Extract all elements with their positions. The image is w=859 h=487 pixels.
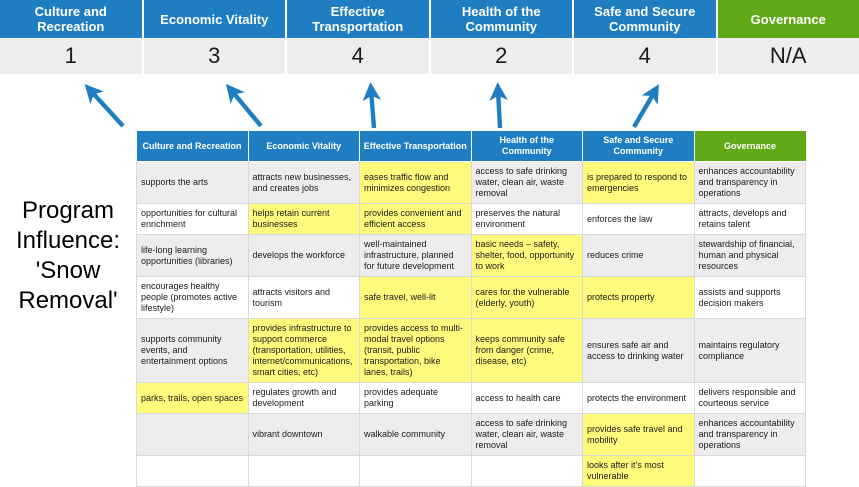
arrow-to-culture-and-recreation: [90, 90, 123, 126]
arrow-to-effective-transportation: [371, 90, 374, 128]
matrix-cell[interactable]: access to safe drinking water, clean air…: [471, 162, 583, 204]
matrix-cell[interactable]: supports the arts: [137, 162, 249, 204]
matrix-cell[interactable]: assists and supports decision makers: [694, 277, 806, 319]
scorecard-value-economic-vitality: 3: [144, 38, 288, 74]
scorecard-value-safe-and-secure-community: 4: [574, 38, 718, 74]
matrix-cell[interactable]: [471, 456, 583, 487]
matrix-cell[interactable]: [137, 414, 249, 456]
arrow-to-safe-and-secure-community: [634, 91, 655, 127]
matrix-cell[interactable]: provides convenient and efficient access: [360, 204, 472, 235]
matrix-cell[interactable]: ensures safe air and access to drinking …: [583, 319, 695, 383]
matrix-cell[interactable]: [137, 456, 249, 487]
matrix-cell[interactable]: walkable community: [360, 414, 472, 456]
matrix-cell[interactable]: safe travel, well-lit: [360, 277, 472, 319]
matrix-cell[interactable]: access to safe drinking water, clean air…: [471, 414, 583, 456]
matrix-cell[interactable]: [248, 456, 360, 487]
scorecard-value-health-of-the-community: 2: [431, 38, 575, 74]
matrix-cell[interactable]: looks after it's most vulnerable: [583, 456, 695, 487]
arrow-to-health-of-the-community: [498, 90, 500, 128]
matrix-cell[interactable]: protects property: [583, 277, 695, 319]
matrix-cell[interactable]: is prepared to respond to emergencies: [583, 162, 695, 204]
matrix-header-economic-vitality[interactable]: Economic Vitality: [248, 131, 360, 162]
scorecard-header-economic-vitality[interactable]: Economic Vitality: [144, 0, 288, 38]
matrix-header-safe-and-secure-community[interactable]: Safe and Secure Community: [583, 131, 695, 162]
table-row: supports community events, and entertain…: [137, 319, 806, 383]
matrix-cell[interactable]: basic needs – safety, shelter, food, opp…: [471, 235, 583, 277]
matrix-cell[interactable]: regulates growth and development: [248, 383, 360, 414]
matrix-cell[interactable]: attracts, develops and retains talent: [694, 204, 806, 235]
matrix-header-effective-transportation[interactable]: Effective Transportation: [360, 131, 472, 162]
matrix-cell[interactable]: provides access to multi-modal travel op…: [360, 319, 472, 383]
matrix-cell[interactable]: develops the workforce: [248, 235, 360, 277]
matrix-cell[interactable]: supports community events, and entertain…: [137, 319, 249, 383]
matrix-cell[interactable]: helps retain current businesses: [248, 204, 360, 235]
matrix-cell[interactable]: enhances accountability and transparency…: [694, 414, 806, 456]
scorecard-header-health-of-the-community[interactable]: Health of the Community: [431, 0, 575, 38]
matrix-cell[interactable]: [360, 456, 472, 487]
table-row: encourages healthy people (promotes acti…: [137, 277, 806, 319]
matrix-cell[interactable]: provides infrastructure to support comme…: [248, 319, 360, 383]
scorecard-value-governance: N/A: [718, 38, 859, 74]
matrix-cell[interactable]: stewardship of financial, human and phys…: [694, 235, 806, 277]
scorecard-value-culture-and-recreation: 1: [0, 38, 144, 74]
matrix-cell[interactable]: protects the environment: [583, 383, 695, 414]
matrix-header-governance[interactable]: Governance: [694, 131, 806, 162]
scorecard-strip: Culture and Recreation Economic Vitality…: [0, 0, 859, 76]
matrix-header-row: Culture and Recreation Economic Vitality…: [137, 131, 806, 162]
matrix-cell[interactable]: cares for the vulnerable (elderly, youth…: [471, 277, 583, 319]
table-row: looks after it's most vulnerable: [137, 456, 806, 487]
matrix-cell[interactable]: access to health care: [471, 383, 583, 414]
scorecard-header-safe-and-secure-community[interactable]: Safe and Secure Community: [574, 0, 718, 38]
scorecard-header-governance[interactable]: Governance: [718, 0, 859, 38]
matrix-cell[interactable]: attracts new businesses, and creates job…: [248, 162, 360, 204]
matrix-cell[interactable]: preserves the natural environment: [471, 204, 583, 235]
arrow-connector-layer: [0, 76, 859, 132]
scorecard-header-culture-and-recreation[interactable]: Culture and Recreation: [0, 0, 144, 38]
scorecard-value-row: 1 3 4 2 4 N/A: [0, 38, 859, 76]
table-row: life-long learning opportunities (librar…: [137, 235, 806, 277]
community-outcomes-matrix: Culture and Recreation Economic Vitality…: [136, 131, 806, 487]
matrix-cell[interactable]: delivers responsible and courteous servi…: [694, 383, 806, 414]
matrix-header-culture-and-recreation[interactable]: Culture and Recreation: [137, 131, 249, 162]
matrix-cell[interactable]: eases traffic flow and minimizes congest…: [360, 162, 472, 204]
matrix-cell[interactable]: enhances accountability and transparency…: [694, 162, 806, 204]
scorecard-header-effective-transportation[interactable]: Effective Transportation: [287, 0, 431, 38]
matrix-cell[interactable]: encourages healthy people (promotes acti…: [137, 277, 249, 319]
matrix-cell[interactable]: life-long learning opportunities (librar…: [137, 235, 249, 277]
matrix-cell[interactable]: well-maintained infrastructure, planned …: [360, 235, 472, 277]
scorecard-value-effective-transportation: 4: [287, 38, 431, 74]
matrix-cell[interactable]: provides safe travel and mobility: [583, 414, 695, 456]
program-influence-caption: Program Influence: 'Snow Removal': [2, 196, 134, 316]
matrix-cell[interactable]: keeps community safe from danger (crime,…: [471, 319, 583, 383]
arrow-to-economic-vitality: [231, 90, 261, 126]
matrix-cell[interactable]: vibrant downtown: [248, 414, 360, 456]
matrix-cell[interactable]: maintains regulatory compliance: [694, 319, 806, 383]
matrix-cell[interactable]: enforces the law: [583, 204, 695, 235]
matrix-cell[interactable]: provides adequate parking: [360, 383, 472, 414]
scorecard-header-row: Culture and Recreation Economic Vitality…: [0, 0, 859, 38]
matrix-header-health-of-the-community[interactable]: Health of the Community: [471, 131, 583, 162]
matrix-cell[interactable]: reduces crime: [583, 235, 695, 277]
matrix-cell[interactable]: opportunities for cultural enrichment: [137, 204, 249, 235]
matrix-cell[interactable]: attracts visitors and tourism: [248, 277, 360, 319]
matrix-cell[interactable]: parks, trails, open spaces: [137, 383, 249, 414]
matrix-cell[interactable]: [694, 456, 806, 487]
